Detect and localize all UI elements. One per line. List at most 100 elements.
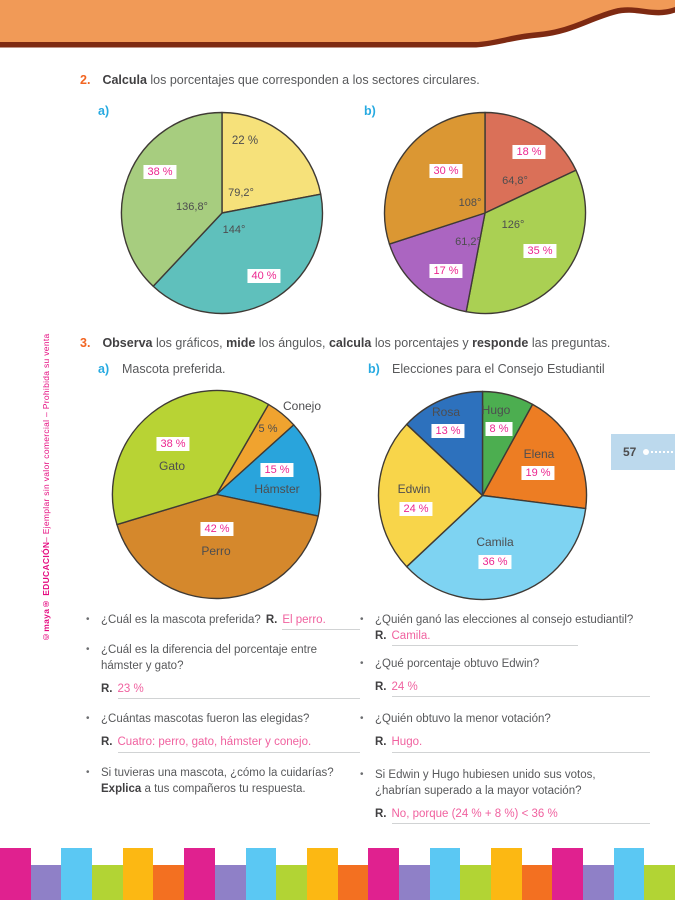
stripe-bar [153, 865, 185, 900]
question-mascota-preferida: • ¿Cuál es la mascota preferida? R. El p… [86, 612, 360, 631]
question-diferencia-porcentaje: • ¿Cuál es la diferencia del porcentaje … [86, 642, 360, 700]
stripe-bar [0, 848, 31, 900]
pie3a-name-hamster: Hámster [254, 482, 300, 496]
stripe-bar [92, 865, 123, 900]
pie2a-angle-144: 144° [222, 224, 246, 236]
pie2b-pct-18: 18 % [512, 145, 546, 159]
exercise2-verb: Calcula [102, 73, 147, 87]
pie3a-name-gato: Gato [158, 459, 186, 473]
stripe-bar [61, 848, 93, 900]
exercise3-verb-2: mide [226, 336, 256, 350]
pie3a-pct-42: 42 % [200, 522, 234, 536]
question-text: ¿Quién ganó las elecciones al consejo es… [375, 612, 650, 647]
stripe-bar [583, 865, 614, 900]
stripe-bar [368, 848, 399, 900]
stripe-bar [521, 865, 553, 900]
exercise3-header: 3. Observa los gráficos, mide los ángulos… [80, 336, 610, 350]
stripe-bar [613, 848, 645, 900]
answer-label: R. [375, 807, 387, 820]
question-text: Si Edwin y Hugo hubiesen unido sus votos… [375, 768, 596, 797]
exercise2-label-a: a) [98, 104, 110, 118]
question-cuantas-mascotas: • ¿Cuántas mascotas fueron las elegidas?… [86, 711, 360, 753]
pie3a-pct-5: 5 % [258, 423, 278, 435]
pie3b-pct-36: 36 % [478, 555, 512, 569]
pie2b-pct-17: 17 % [429, 264, 463, 278]
pie-chart-3b [377, 390, 588, 601]
pie2b-pct-35: 35 % [523, 244, 557, 258]
pie-slice [111, 389, 270, 526]
exercise3-number: 3. [80, 336, 91, 350]
pie2b-angle-126: 126° [501, 219, 525, 231]
band-orange-shape [0, 0, 675, 42]
answer-text: Camila. [391, 628, 578, 647]
top-wave-band [0, 0, 675, 48]
question-verb: Explica [101, 782, 142, 795]
question-text: ¿Cuántas mascotas fueron las elegidas? [101, 713, 310, 726]
publisher-brand: ©maya® EDUCACIÓN [41, 541, 51, 642]
publisher-notice: – Ejemplar sin valor comercial – Prohibi… [41, 333, 51, 542]
bullet-icon: • [86, 766, 90, 778]
answer-text: Cuatro: perro, gato, hámster y conejo. [117, 734, 360, 753]
question-text: Si tuvieras una mascota, ¿cómo la cuidar… [101, 765, 360, 797]
pie3b-pct-8: 8 % [485, 422, 513, 436]
answer-label: R. [375, 681, 387, 694]
question-quien-gano: • ¿Quién ganó las elecciones al consejo … [360, 612, 650, 647]
exercise3-t4: las preguntas. [528, 336, 611, 350]
pie3a-name-perro: Perro [201, 544, 231, 558]
pie-slice [120, 111, 223, 287]
pie-slice [465, 169, 587, 315]
publisher-credit: ©maya® EDUCACIÓN – Ejemplar sin valor co… [41, 278, 51, 642]
pie-slice [388, 212, 486, 313]
stripe-bar [491, 848, 522, 900]
question-text: ¿Qué porcentaje obtuvo Edwin? [375, 658, 540, 671]
pie3b-name-edwin: Edwin [397, 482, 431, 496]
stripe-bar [429, 848, 461, 900]
pie-chart-2a [120, 111, 324, 315]
stripe-bar [122, 848, 154, 900]
pie2b-angle-64: 64,8° [502, 175, 528, 187]
stripe-bar [245, 848, 277, 900]
pie3b-name-rosa: Rosa [431, 405, 461, 419]
pie2b-pct-30: 30 % [429, 164, 463, 178]
pie3b-title: Elecciones para el Consejo Estudiantil [392, 362, 605, 376]
answer-label: R. [375, 736, 387, 749]
question-votos-unidos: • Si Edwin y Hugo hubiesen unido sus vot… [360, 767, 650, 824]
answer-text: No, porque (24 % + 8 %) < 36 % [391, 806, 650, 824]
stripe-bar [398, 865, 430, 900]
question-part: ¿Quién ganó las elecciones al consejo es… [375, 614, 634, 626]
question-como-cuidarias: • Si tuvieras una mascota, ¿cómo la cuid… [86, 765, 360, 797]
pie-chart-2b [383, 111, 587, 315]
pie3b-pct-24: 24 % [399, 502, 433, 516]
stripe-bar [460, 865, 491, 900]
exercise3-label-b: b) [368, 362, 380, 376]
pie-slice [383, 111, 486, 245]
exercise2-header: 2. Calcula los porcentajes que correspond… [80, 73, 480, 87]
exercise3-verb-3: calcula [328, 336, 372, 350]
question-part1: Si tuvieras una mascota, ¿cómo la cuidar… [101, 766, 334, 779]
answer-text: Hugo. [391, 734, 650, 753]
question-part2: a tus compañeros tu respuesta. [141, 782, 306, 795]
answer-label: R. [101, 736, 113, 749]
stripe-bar [184, 848, 215, 900]
pie2a-pct-40: 40 % [247, 269, 281, 283]
exercise3-t3: los porcentajes y [371, 336, 473, 350]
pie3b-name-hugo: Hugo [481, 403, 511, 417]
bullet-icon: • [360, 768, 364, 780]
bullet-icon: • [86, 644, 90, 656]
pie-slice [405, 390, 484, 497]
exercise2-label-b: b) [364, 104, 376, 118]
page-number: 57 [623, 445, 637, 459]
pie3a-pct-15: 15 % [260, 463, 294, 477]
exercise3-t1: los gráficos, [152, 336, 227, 350]
exercise2-number: 2. [80, 73, 91, 87]
pie-slice [377, 423, 484, 568]
exercise3-label-a: a) [98, 362, 110, 376]
pie3b-name-camila: Camila [476, 535, 514, 549]
pie-slice [221, 111, 322, 214]
pie3b-pct-19: 19 % [521, 466, 555, 480]
stripe-bar [644, 865, 675, 900]
bullet-icon: • [86, 614, 90, 625]
pie3b-pct-13: 13 % [431, 424, 465, 438]
tab-dot-icon [643, 449, 650, 455]
